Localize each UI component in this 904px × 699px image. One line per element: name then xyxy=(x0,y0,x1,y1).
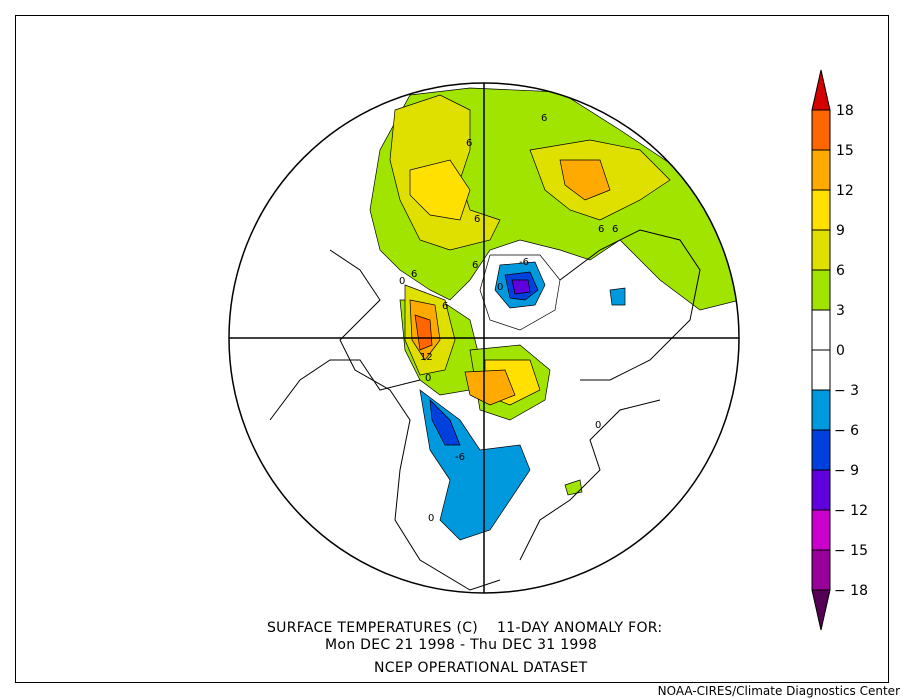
colorbar-arrow-bottom xyxy=(811,589,831,631)
contour-label: -6 xyxy=(519,257,529,268)
coastline xyxy=(519,399,661,561)
anomaly-region xyxy=(559,159,611,201)
contour-label: 0 xyxy=(425,373,431,384)
colorbar-tick-label: − 15 xyxy=(834,543,868,559)
colorbar-segment xyxy=(811,469,831,511)
colorbar-segment xyxy=(811,389,831,431)
contour-label: 6 xyxy=(598,224,604,235)
colorbar-segment xyxy=(811,429,831,471)
colorbar-tick-label: − 9 xyxy=(834,463,859,479)
anomaly-region xyxy=(609,287,626,306)
anomaly-region xyxy=(464,369,516,406)
colorbar-tick-label: − 12 xyxy=(834,503,868,519)
plot-frame xyxy=(15,15,889,683)
colorbar-tick-label: 9 xyxy=(836,223,845,239)
contour-label: 0 xyxy=(497,282,503,293)
colorbar-segment xyxy=(811,109,831,151)
colorbar-tick-label: − 18 xyxy=(834,583,868,599)
colorbar-segment xyxy=(811,349,831,391)
anomaly-region xyxy=(429,399,461,446)
credit-text: NOAA-CIRES/Climate Diagnostics Center xyxy=(657,684,900,698)
contour-label: 6 xyxy=(472,260,478,271)
title-line-1: SURFACE TEMPERATURES (C) 11-DAY ANOMALY … xyxy=(267,620,663,636)
colorbar-arrow-top xyxy=(811,69,831,111)
contour-label: 6 xyxy=(541,113,547,124)
contour-label: 6 xyxy=(442,301,448,312)
anomaly-region xyxy=(564,479,583,496)
colorbar-segment xyxy=(811,229,831,271)
colorbar-segment xyxy=(811,269,831,311)
colorbar-tick-label: 12 xyxy=(836,183,854,199)
colorbar-segment xyxy=(811,549,831,591)
colorbar-segment xyxy=(811,189,831,231)
colorbar-tick-label: − 6 xyxy=(834,423,859,439)
contour-label: 6 xyxy=(474,214,480,225)
contour-label: 0 xyxy=(595,420,601,431)
contour-label: 6 xyxy=(612,224,618,235)
colorbar-tick-label: 6 xyxy=(836,263,845,279)
coastline xyxy=(329,249,501,591)
contour-label: -6 xyxy=(455,452,465,463)
colorbar-segment xyxy=(811,149,831,191)
colorbar-tick-label: 0 xyxy=(836,343,845,359)
title-line-3: NCEP OPERATIONAL DATASET xyxy=(374,660,588,676)
coastline xyxy=(559,229,701,381)
colorbar: 18 15 12 9 6 3 0 − 3 − 6 − 9 − 12 − 15 − 18 xyxy=(811,69,868,631)
contour-label: 12 xyxy=(420,352,433,363)
colorbar-segment xyxy=(811,309,831,351)
colorbar-segment xyxy=(811,509,831,551)
contour-label: 6 xyxy=(411,269,417,280)
coastline xyxy=(269,359,421,421)
colorbar-tick-label: − 3 xyxy=(834,383,859,399)
colorbar-tick-label: 18 xyxy=(836,103,854,119)
contour-label: 0 xyxy=(399,276,405,287)
anomaly-region xyxy=(409,159,471,221)
colorbar-tick-label: 15 xyxy=(836,143,854,159)
contour-label: 0 xyxy=(428,513,434,524)
colorbar-tick-label: 3 xyxy=(836,303,845,319)
contour-label: 6 xyxy=(466,138,472,149)
title-line-2: Mon DEC 21 1998 - Thu DEC 31 1998 xyxy=(325,637,598,653)
anomaly-region xyxy=(511,279,531,295)
